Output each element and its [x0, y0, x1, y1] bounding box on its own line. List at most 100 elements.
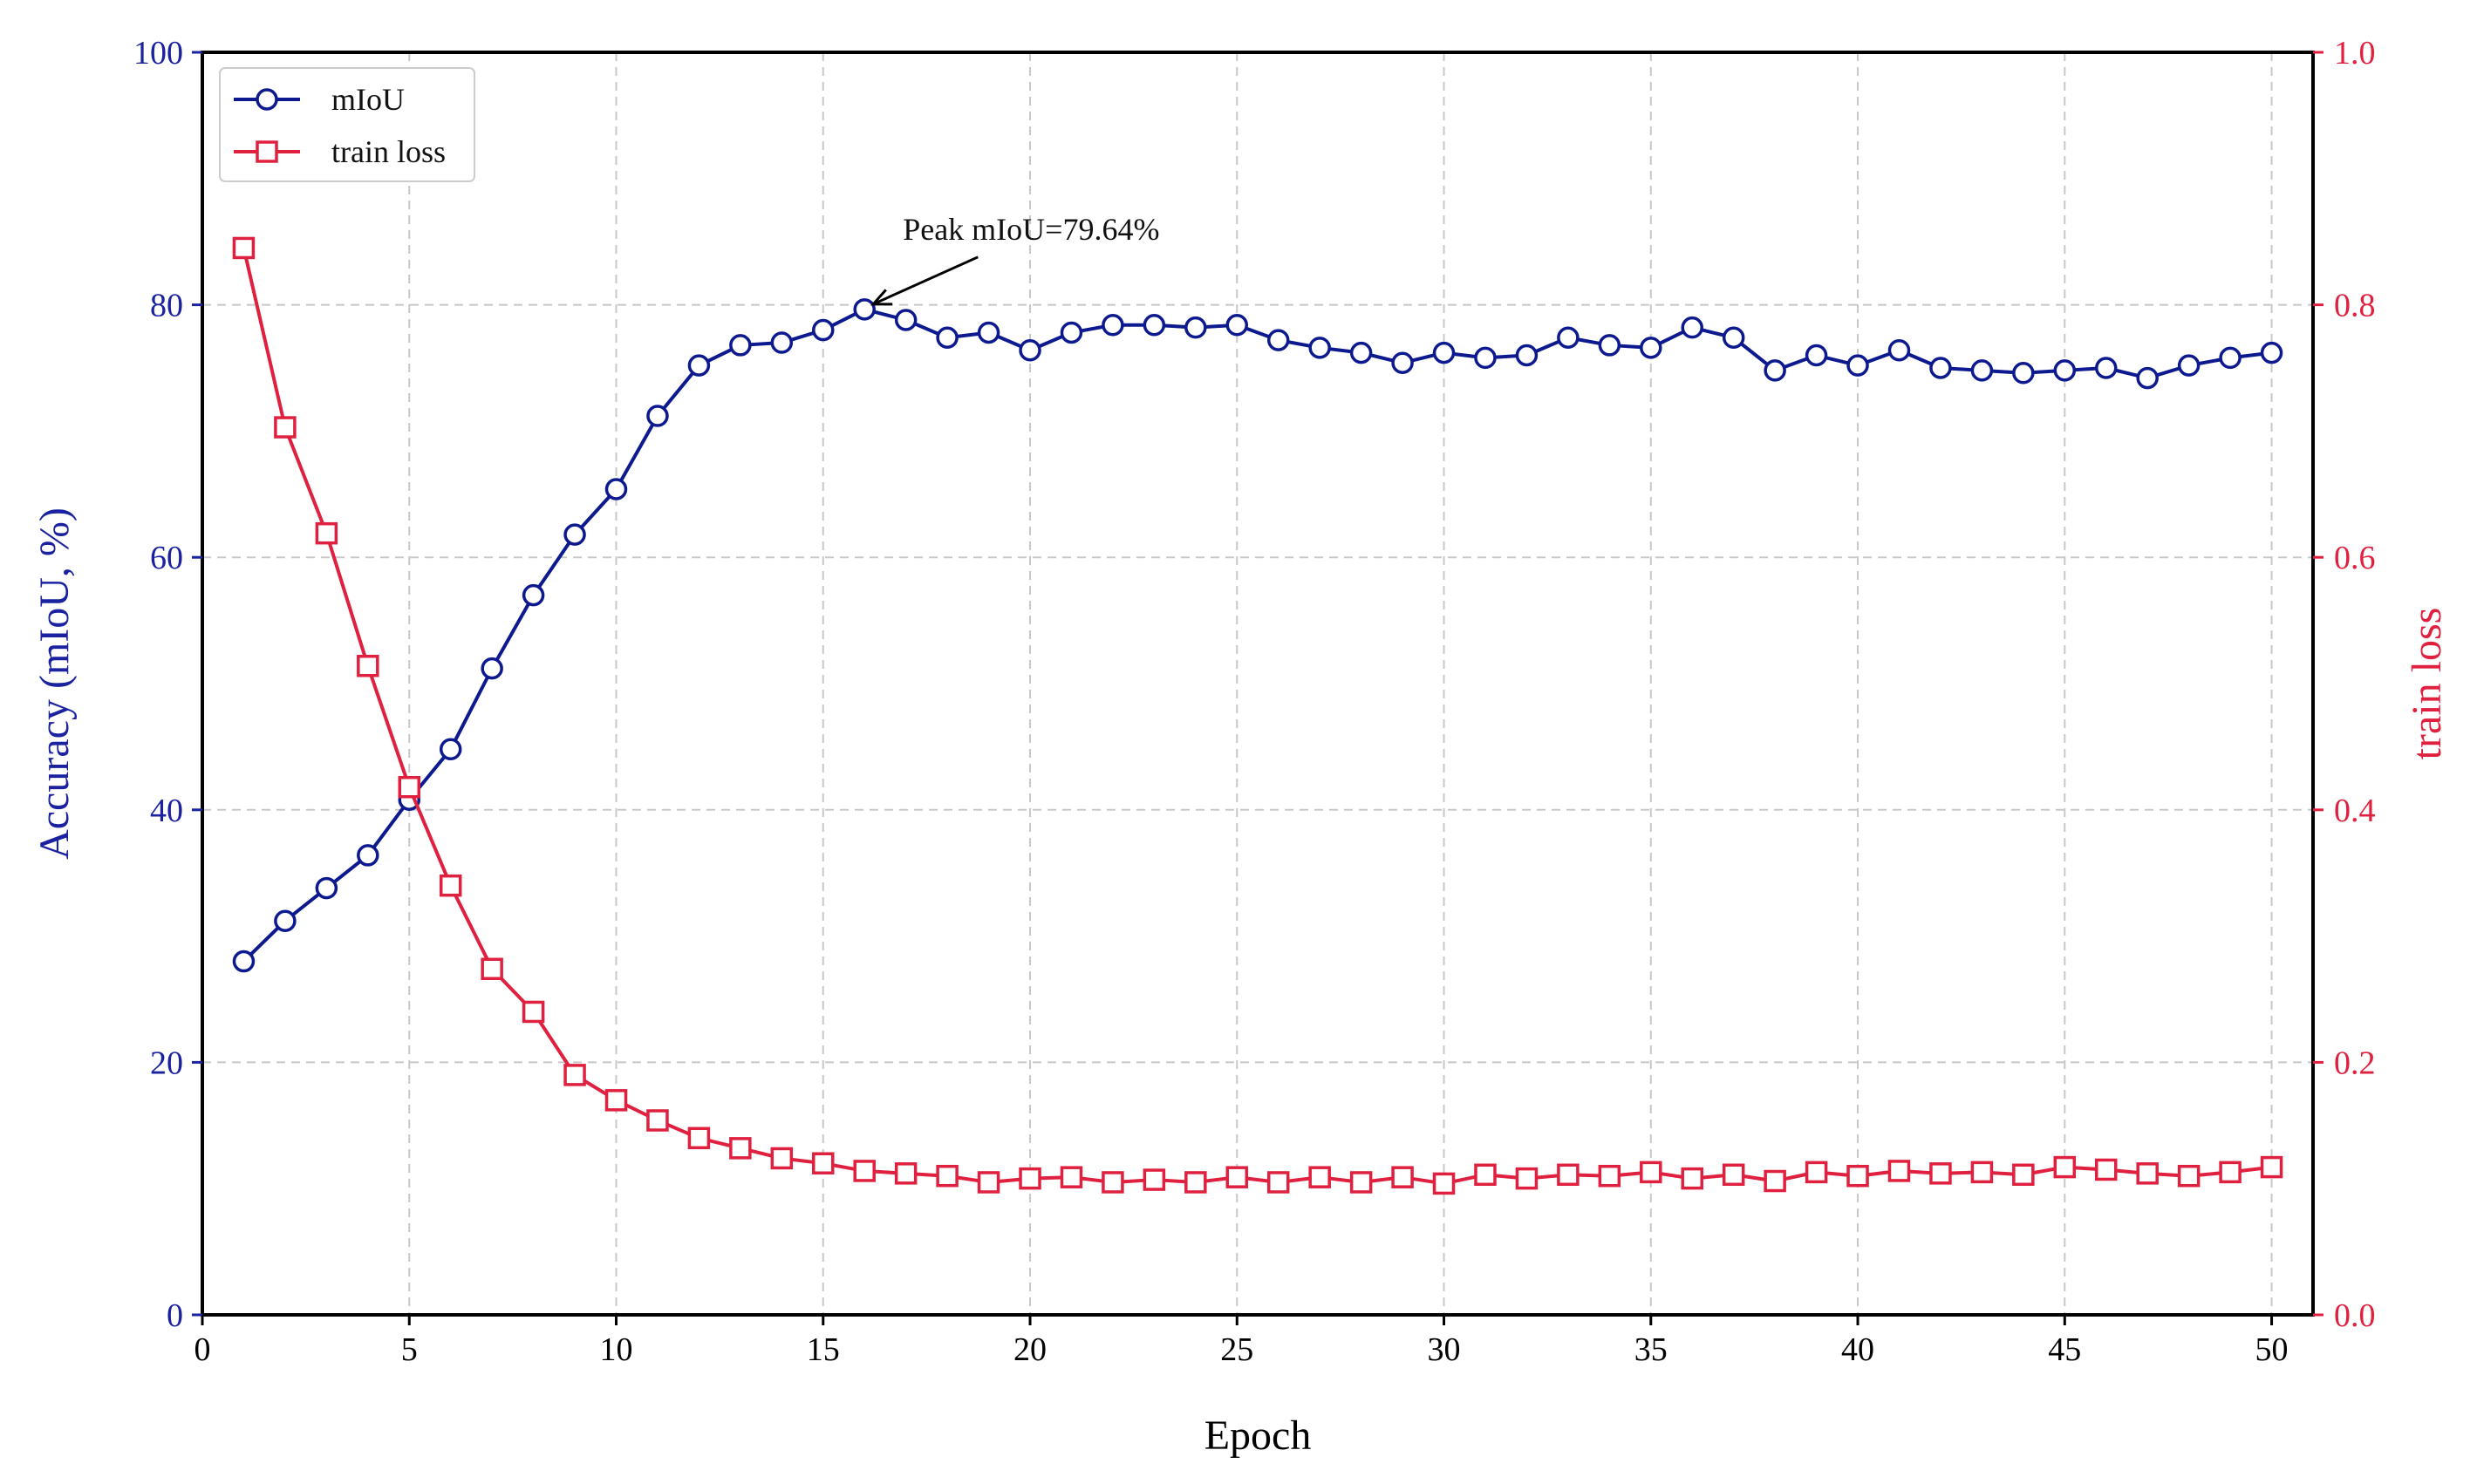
data-point [1266, 329, 1290, 351]
data-point [2136, 366, 2159, 390]
data-point [1184, 316, 1207, 339]
data-point [1515, 344, 1539, 367]
data-point [1846, 1164, 1869, 1188]
series-layer [232, 236, 2283, 1195]
data-point [2012, 1163, 2035, 1187]
annotation-arrowhead [870, 289, 893, 306]
data-point [1474, 346, 1497, 370]
data-point [729, 1137, 752, 1160]
data-point [1019, 1167, 1041, 1190]
data-point [1019, 338, 1041, 362]
annotation-arrow [872, 255, 979, 306]
data-point [1515, 1167, 1539, 1190]
data-point [439, 874, 462, 897]
x-tick-label: 0 [194, 1331, 211, 1368]
data-point [398, 775, 421, 799]
data-point [1681, 316, 1703, 339]
y-tick-label: 20 [150, 1045, 183, 1081]
y-tick-label: 60 [150, 540, 183, 576]
y-tick-label: 100 [133, 35, 183, 71]
data-point [894, 309, 918, 331]
data-point [357, 654, 379, 677]
data-point [2136, 1162, 2159, 1185]
data-point [563, 523, 586, 546]
data-point [1764, 1169, 1786, 1193]
data-point [812, 318, 835, 342]
data-point [687, 1127, 711, 1150]
x-axis-title: Epoch [1204, 1413, 1312, 1459]
annotation-text: Peak mIoU=79.64% [903, 212, 1159, 247]
data-point [1391, 1166, 1414, 1188]
x-tick-label: 10 [600, 1331, 633, 1368]
data-point [687, 354, 711, 377]
data-point [1349, 1171, 1373, 1194]
y2-tick-label: 0.0 [2334, 1297, 2376, 1334]
x-tick-label: 30 [1428, 1331, 1461, 1368]
data-point [2219, 1161, 2242, 1184]
data-point [1557, 326, 1580, 349]
y2-tick-label: 0.8 [2334, 288, 2376, 324]
data-point [1722, 1163, 1745, 1187]
y2-tick-label: 1.0 [2334, 35, 2376, 71]
data-point [232, 950, 256, 973]
data-point [2260, 341, 2283, 364]
y-tick-label: 40 [150, 793, 183, 829]
legend-marker [256, 88, 278, 111]
data-point [1887, 338, 1911, 362]
data-point [2094, 357, 2118, 379]
data-point [729, 334, 752, 357]
grid [202, 52, 2313, 1315]
data-point [936, 1164, 959, 1188]
data-point [563, 1064, 586, 1086]
series-train-loss [232, 236, 2283, 1195]
data-point [315, 876, 338, 900]
data-point [1846, 354, 1869, 377]
data-point [1102, 314, 1124, 337]
data-point [1102, 1171, 1124, 1194]
data-point [1598, 334, 1621, 357]
data-point [481, 657, 503, 680]
data-point [977, 1171, 1000, 1194]
data-point [770, 1147, 794, 1170]
legend: mIoU train loss [219, 67, 475, 182]
data-point [853, 298, 876, 321]
y-tick-label: 80 [150, 288, 183, 324]
y-tick-label: 0 [167, 1297, 183, 1334]
data-point [853, 1160, 876, 1182]
data-point [439, 738, 462, 761]
data-point [1391, 351, 1414, 374]
data-point [1349, 341, 1373, 364]
data-point [936, 326, 959, 349]
x-tick-label: 45 [2048, 1331, 2081, 1368]
data-point [1681, 1167, 1703, 1190]
data-point [357, 844, 379, 867]
x-tick-label: 25 [1220, 1331, 1253, 1368]
data-point [274, 909, 297, 932]
y2-tick-label: 0.6 [2334, 540, 2376, 576]
data-point [977, 321, 1000, 344]
data-point [1929, 1162, 1952, 1185]
data-point [1143, 1168, 1166, 1191]
data-point [315, 521, 338, 545]
x-tick-label: 40 [1841, 1331, 1874, 1368]
data-point [2177, 354, 2201, 377]
x-tick-label: 50 [2255, 1331, 2289, 1368]
data-point [604, 1089, 628, 1112]
data-point [1764, 359, 1786, 382]
data-point [1805, 1161, 1828, 1184]
x-tick-label: 20 [1013, 1331, 1047, 1368]
data-point [1598, 1164, 1621, 1188]
data-point [646, 405, 669, 427]
data-point [1060, 1166, 1083, 1188]
data-point [1060, 321, 1083, 344]
data-point [2260, 1155, 2283, 1179]
data-point [1970, 1161, 1994, 1184]
data-point [1308, 337, 1331, 359]
data-point [1432, 1172, 1456, 1195]
data-point [1640, 337, 1662, 359]
data-point [1970, 359, 1994, 382]
data-point [1929, 357, 1952, 379]
legend-marker [256, 140, 278, 163]
